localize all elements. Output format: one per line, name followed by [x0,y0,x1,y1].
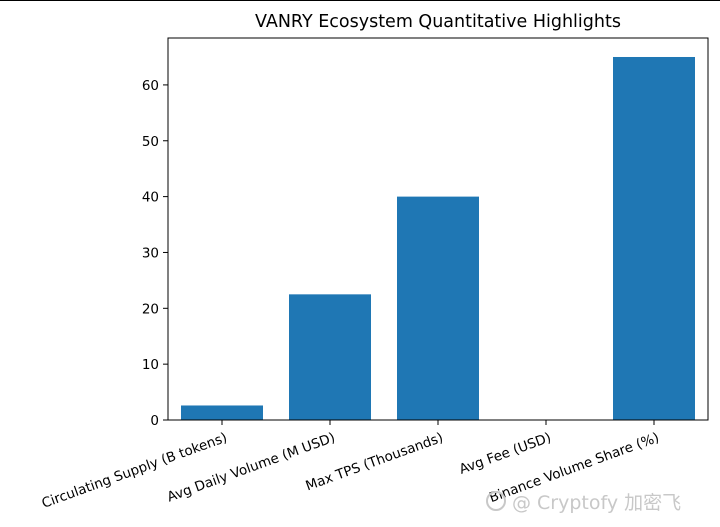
x-tick-label: Avg Fee (USD) [457,430,553,478]
bar-4 [613,56,695,421]
y-tick-label: 20 [142,301,159,317]
y-tick-label: 40 [142,190,159,206]
x-tick-label: Circulating Supply (B tokens) [40,430,230,512]
y-tick-label: 60 [142,78,159,94]
watermark-logo-icon [486,491,506,511]
y-tick-label: 0 [150,413,159,429]
y-tick-label: 10 [142,357,159,373]
bar-2 [397,196,479,420]
y-tick-label: 50 [142,134,159,150]
top-border-line [0,0,720,1]
watermark: @ Cryptofy 加密飞 [486,488,681,515]
chart-title: VANRY Ecosystem Quantitative Highlights [255,12,621,32]
bar-1 [289,294,371,420]
bar-0 [181,405,263,420]
y-tick-label: 30 [142,245,159,261]
watermark-text: @ Cryptofy 加密飞 [512,492,682,514]
